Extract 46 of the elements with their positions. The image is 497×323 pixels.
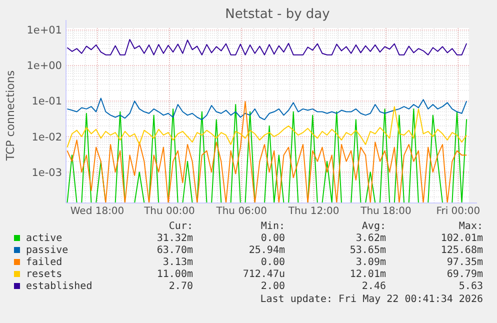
- text: 63.70m: [156, 245, 193, 256]
- text: 0.00: [260, 257, 285, 268]
- y-tick-label: 1e-01: [32, 96, 62, 108]
- text: 3.09m: [356, 257, 386, 268]
- legend-label: resets: [26, 269, 62, 280]
- x-tick-label: Fri 00:00: [436, 206, 480, 217]
- text: 11.00m: [156, 269, 193, 280]
- text: 0.00: [260, 233, 285, 244]
- legend-label: established: [26, 281, 92, 292]
- text: 12.01m: [350, 269, 386, 280]
- line-series: [66, 98, 468, 120]
- text: 53.65m: [350, 245, 386, 256]
- text: Min:: [260, 221, 285, 232]
- legend-label: active: [26, 233, 62, 244]
- x-tick-label: Thu 12:00: [287, 206, 340, 217]
- text: 69.79m: [446, 269, 483, 280]
- y-tick-label: 1e+00: [26, 60, 62, 72]
- x-tick-label: Wed 18:00: [70, 206, 124, 217]
- text: Avg:: [362, 221, 386, 232]
- line-series: [66, 106, 468, 148]
- y-tick-label: 1e-03: [32, 166, 62, 179]
- legend-label: passive: [26, 245, 68, 256]
- text: 125.68m: [440, 245, 483, 256]
- text: 3.62m: [356, 233, 386, 244]
- text: Last update: Fri May 22 00:41:34 2026: [260, 294, 483, 305]
- y-tick-label: 1e+01: [26, 24, 62, 37]
- y-axis-title: TCP connections: [4, 70, 17, 162]
- text: 2.70: [168, 281, 193, 292]
- x-tick-label: Thu 00:00: [143, 206, 195, 217]
- text: 712.47u: [242, 269, 285, 280]
- text: Cur:: [168, 221, 193, 232]
- text: 31.32m: [156, 233, 193, 244]
- text: 102.01m: [440, 233, 483, 244]
- y-tick-label: 1e-02: [32, 131, 62, 144]
- legend-label: failed: [26, 257, 62, 268]
- text: 5.63: [458, 281, 483, 292]
- text: 97.35m: [446, 257, 483, 268]
- chart-title: Netstat - by day: [225, 7, 330, 22]
- text: 25.94m: [248, 245, 285, 256]
- x-tick-label: Thu 18:00: [360, 206, 412, 217]
- x-tick-label: Thu 06:00: [215, 206, 268, 217]
- text: Max:: [458, 221, 483, 232]
- text: 2.00: [260, 281, 285, 292]
- line-series: [66, 39, 468, 56]
- text: 2.46: [362, 281, 386, 292]
- text: 3.13m: [162, 257, 193, 268]
